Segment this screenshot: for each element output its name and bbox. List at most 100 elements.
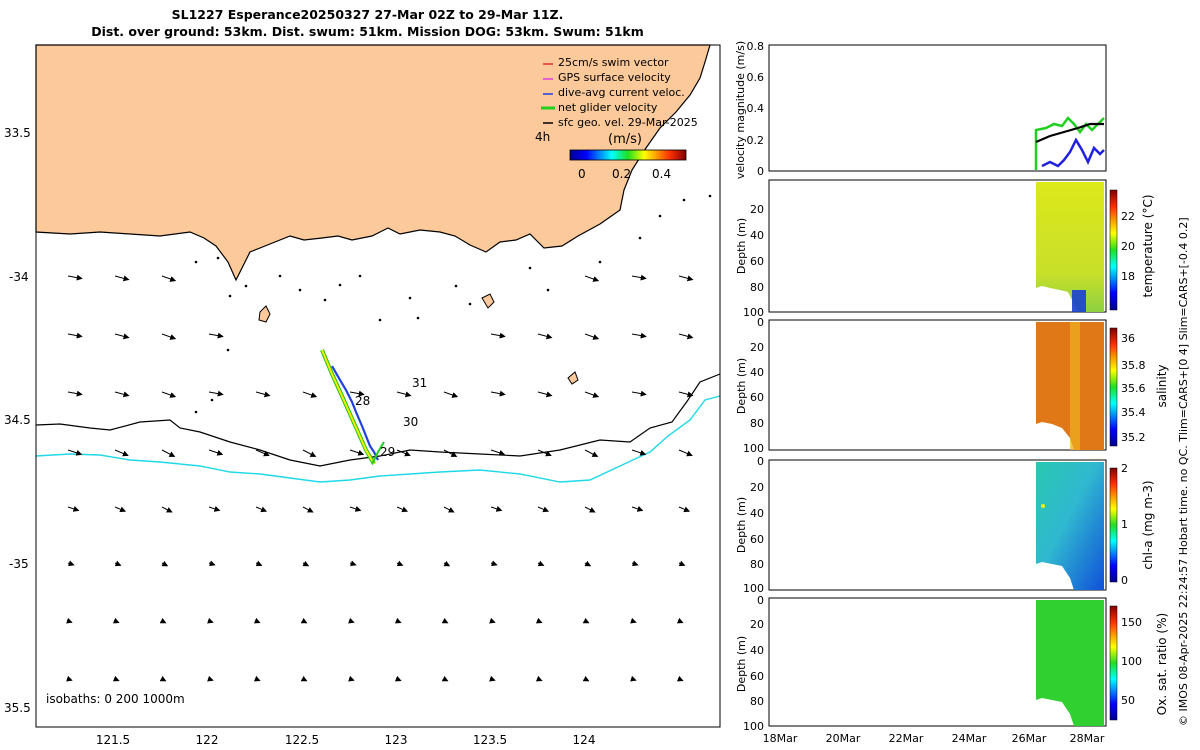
velocity-arrow [300,617,308,624]
velocity-arrow [208,449,224,456]
lon-tick: 122.5 [285,733,319,747]
velocity-arrow [489,617,496,624]
track-label-29: 29 [380,445,395,459]
oxygen-colorbar [1109,605,1118,721]
velocity-arrow [631,274,647,281]
svg-text:24Mar: 24Mar [952,732,987,745]
colorbar-tick: 0 [578,167,586,181]
chl-section [1036,462,1104,590]
svg-text:60: 60 [750,391,764,404]
velocity-arrow [255,560,263,567]
lon-tick: 123 [385,733,408,747]
lat-tick: 33.5 [4,126,31,140]
velocity-arrow [208,390,224,397]
dive-avg-current-trace [331,365,379,461]
svg-text:35.8: 35.8 [1121,359,1146,372]
oxygen-panel[interactable]: Depth (m) 150 100 50 Ox. sat. ratio (%) [735,597,1169,727]
surface-velocity-arrows [66,274,694,682]
velocity-arrow [584,560,592,567]
svg-text:50: 50 [1121,694,1135,707]
velocity-arrow [253,675,261,682]
velocity-arrow [208,506,221,512]
svg-text:25cm/s swim vector: 25cm/s swim vector [558,56,669,69]
island [258,305,271,323]
velocity-arrow [302,449,317,457]
velocity-arrow [490,560,498,567]
velocity-arrow [535,675,543,682]
velocity-arrow [67,274,83,281]
velocity-arrow [490,449,506,456]
svg-text:sfc geo. vel. 29-Mar-2025: sfc geo. vel. 29-Mar-2025 [558,116,698,129]
velocity-arrow [66,617,73,624]
svg-text:36: 36 [1121,332,1135,345]
velocity-arrow [394,617,402,624]
velocity-arrow [676,675,684,682]
velocity-arrow [676,617,684,624]
velocity-arrow [490,332,506,339]
lat-tick: 34.5 [4,413,31,427]
velocity-arrow [443,391,459,398]
title-line-1: SL1227 Esperance20250327 27-Mar 02Z to 2… [171,7,564,22]
sst-label-31: 31 [412,376,427,390]
velocity-ticks: 0 0.2 0.4 0.6 0.8 [747,40,765,178]
svg-text:40: 40 [750,229,764,242]
velocity-arrow [300,675,308,682]
velocity-arrow [302,506,314,513]
temperature-ylabel: temperature (°C) [1141,195,1155,298]
svg-text:40: 40 [750,366,764,379]
velocity-arrow [678,560,686,567]
salinity-depth-label: Depth (m) [735,358,748,414]
velocity-arrow [349,560,357,567]
velocity-arrow [114,506,127,513]
velocity-arrow [161,506,173,513]
velocity-arrow [161,391,177,398]
velocity-arrow [348,675,355,682]
velocity-arrow [443,560,451,567]
island [567,371,579,385]
lat-tick: -35 [9,557,29,571]
svg-text:20: 20 [750,481,764,494]
velocity-arrow [582,617,590,624]
svg-text:22Mar: 22Mar [889,732,924,745]
velocity-arrow [584,449,599,457]
velocity-arrow [631,560,639,567]
oxygen-ylabel: Ox. sat. ratio (%) [1155,613,1169,715]
temperature-panel[interactable]: Depth (m) 22 20 18 temperature (°C) [735,179,1155,313]
velocity-arrow [161,560,169,567]
legend-entry-dive-avg: dive-avg current veloc. [543,86,685,99]
velocity-arrow [302,560,310,567]
map-panel[interactable]: 28 29 31 30 25cm/s swim vector GPS surfa… [4,44,721,747]
svg-text:100: 100 [743,720,764,733]
title-line-2: Dist. over ground: 53km. Dist. swum: 51k… [91,24,644,39]
svg-text:2: 2 [1121,462,1128,475]
lat-tick: 35.5 [4,701,31,715]
svg-text:40: 40 [750,644,764,657]
velocity-arrow [678,333,694,340]
velocity-arrow [253,617,261,624]
velocity-arrow [443,506,455,513]
svg-text:35.6: 35.6 [1121,382,1146,395]
map-lon-ticks: 121.5 122 122.5 123 123.5 124 121.5 [96,733,596,747]
velocity-arrow [159,675,167,682]
velocity-arrow [114,560,122,567]
map-lat-ticks: 33.5 -34 34.5 -35 35.5 [4,126,31,715]
salinity-fresh-patch [1070,322,1080,450]
velocity-panel[interactable]: velocity magnitude (m/s) 0 0.2 0.4 0.6 0… [734,40,1107,179]
chl-panel[interactable]: Depth (m) 2 1 0 chl-a (mg m-3) [735,459,1155,591]
net-velocity-trace [371,441,385,465]
oxygen-depth-label: Depth (m) [735,636,748,692]
velocity-arrow [67,506,80,512]
copyright-note: © IMOS 08-Apr-2025 22:24:57 Hobart time.… [1177,217,1190,726]
velocity-arrow [490,506,503,512]
salinity-ylabel: salinity [1155,364,1169,407]
salinity-colorbar [1109,327,1118,447]
svg-text:0: 0 [757,316,764,329]
velocity-arrow [396,506,409,513]
salinity-panel[interactable]: Depth (m) 36 35.8 35.6 35.4 35.2 salinit… [735,319,1169,451]
velocity-arrow [443,449,458,457]
svg-text:35.4: 35.4 [1121,406,1146,419]
svg-text:0: 0 [757,165,764,178]
velocity-arrow [537,449,552,457]
temperature-colorbar [1109,189,1118,311]
legend-entry-net: net glider velocity [541,101,658,114]
